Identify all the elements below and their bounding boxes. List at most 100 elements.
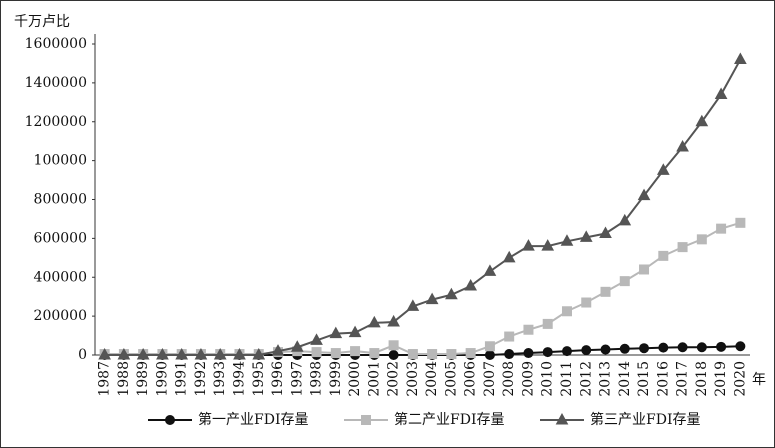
y-tick-label: 1200000 [25,114,87,130]
data-point [310,333,323,345]
data-point [425,292,439,305]
data-point [677,242,688,253]
data-point [658,250,669,261]
data-point [618,213,632,226]
data-point [561,306,572,317]
legend-marker [361,415,371,425]
y-tick-label: 0 [78,347,87,363]
legend-label: 第二产业FDI存量 [394,411,504,428]
data-point [696,342,707,353]
data-point [637,188,651,201]
data-point [464,278,478,291]
x-tick-label: 2019 [713,361,729,397]
x-tick-label: 1987 [97,361,113,397]
x-tick-label: 1997 [289,361,305,397]
x-tick-label: 1988 [116,361,132,397]
x-tick-label: 2003 [405,361,421,397]
data-point [656,163,670,175]
x-tick-label: 2016 [655,361,671,397]
data-point [504,331,515,342]
legend-label: 第三产业FDI存量 [590,411,700,428]
x-tick-label: 1999 [328,361,344,397]
data-point [542,347,553,358]
data-point [619,343,630,354]
data-point [484,341,495,352]
data-point [369,348,380,359]
data-point [714,87,728,100]
x-tick-label: 1991 [174,361,190,397]
x-tick-label: 2017 [675,361,691,397]
data-point [523,324,534,335]
x-tick-label: 2013 [598,361,614,397]
data-point [658,342,669,353]
data-point [599,226,612,239]
legend-marker [165,415,175,425]
y-tick-label: 600000 [34,230,87,246]
x-tick-label: 2002 [386,361,402,397]
data-point [406,299,420,311]
x-tick-label: 1993 [212,361,228,397]
data-point [502,250,516,263]
x-tick-label: 2005 [443,361,459,397]
x-tick-label: 2000 [347,361,363,397]
data-point [504,349,515,360]
data-point [561,346,572,357]
data-point [367,315,381,328]
data-point [581,297,592,308]
data-point [484,350,495,360]
legend-label: 第一产业FDI存量 [198,411,308,428]
data-point [639,264,650,275]
data-point [348,325,362,338]
data-point [600,286,611,297]
legend-marker [555,412,569,425]
data-point [716,341,727,352]
x-tick-label: 1989 [135,361,151,397]
data-point [350,346,361,357]
data-point [522,239,535,251]
x-tick-label: 2020 [732,361,748,397]
x-tick-label: 2007 [482,361,498,397]
data-point [98,347,111,360]
data-point [156,347,169,360]
data-point [734,52,747,65]
x-tick-label: 2010 [540,361,556,397]
data-point [446,349,457,360]
data-point [676,139,689,152]
data-point [579,230,593,242]
data-point [483,264,497,276]
y-tick-label: 100000 [34,153,87,169]
x-tick-label: 2006 [463,361,479,397]
y-tick-label: 800000 [34,192,87,208]
data-point [388,350,399,360]
data-point [271,344,285,356]
data-point [581,345,592,356]
x-tick-label: 1992 [193,361,209,397]
x-tick-label: 1996 [270,361,286,397]
data-point [427,349,438,360]
x-tick-label: 2014 [617,361,633,397]
x-axis-title: 年 [752,372,766,388]
data-point [523,348,534,359]
x-tick-label: 2004 [424,361,440,397]
x-tick-label: 2015 [636,361,652,397]
x-tick-label: 2001 [366,361,382,397]
x-tick-label: 2012 [578,361,594,397]
data-point [445,287,458,300]
data-point [542,318,553,329]
data-point [735,341,746,352]
data-point [696,234,707,245]
x-tick-label: 1994 [231,361,247,397]
data-point [290,340,304,352]
data-point [387,314,400,327]
data-point [541,239,555,251]
y-axis-title: 千万卢比 [14,14,70,30]
y-tick-label: 1600000 [25,36,87,52]
data-point [213,347,227,360]
y-tick-label: 400000 [34,269,87,285]
data-point [695,114,709,127]
x-tick-label: 1990 [154,361,170,397]
data-point [194,347,208,360]
x-tick-label: 2009 [520,361,536,397]
